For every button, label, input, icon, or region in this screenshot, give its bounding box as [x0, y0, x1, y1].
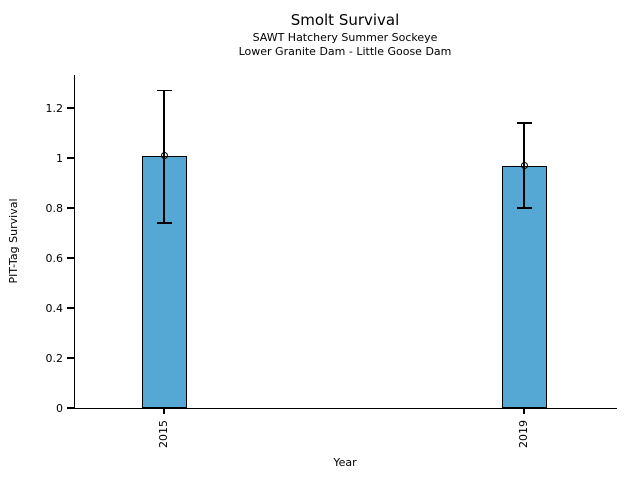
y-tick-label: 1.2 [45, 101, 64, 115]
x-tick-label-2015: 2015 [157, 420, 170, 448]
x-tick-mark [163, 408, 165, 414]
y-axis-label: PIT-Tag Survival [7, 198, 20, 284]
chart-subtitle-1: SAWT Hatchery Summer Sockeye [252, 31, 438, 44]
y-tick-mark [67, 107, 74, 109]
chart-subtitle-2: Lower Granite Dam - Little Goose Dam [238, 45, 452, 58]
y-tick-mark [67, 157, 74, 159]
y-tick-mark [67, 357, 74, 359]
x-axis-label: Year [333, 456, 357, 469]
y-tick-mark [67, 257, 74, 259]
error-bar-cap-top-2019 [516, 122, 532, 124]
x-tick-label-2019: 2019 [517, 420, 530, 448]
error-bar-cap-bottom-2019 [516, 207, 532, 209]
error-bar-cap-top-2015 [156, 89, 172, 92]
point-marker-2019 [520, 162, 528, 169]
y-tick-mark [67, 207, 74, 209]
x-tick-mark [523, 408, 525, 414]
y-tick-mark [67, 307, 74, 309]
point-marker-2015 [160, 152, 168, 159]
y-tick-label: 0.4 [45, 301, 64, 315]
y-tick-label: 1 [56, 151, 63, 165]
chart-title: Smolt Survival [290, 11, 400, 29]
y-tick-label: 0.2 [45, 351, 64, 365]
y-tick-mark [67, 407, 74, 409]
plot-area [74, 75, 617, 409]
error-bar-cap-bottom-2015 [156, 222, 172, 224]
y-tick-label: 0 [56, 401, 63, 415]
y-tick-label: 0.8 [45, 201, 64, 215]
y-tick-label: 0.6 [45, 251, 64, 265]
